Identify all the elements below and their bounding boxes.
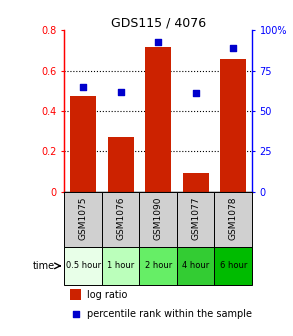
Bar	[70, 96, 96, 192]
Point	[193, 90, 198, 96]
Bar	[177, 247, 214, 285]
Bar	[220, 59, 246, 192]
Text: GSM1090: GSM1090	[154, 196, 163, 240]
Text: GSM1078: GSM1078	[229, 196, 238, 240]
Text: GSM1075: GSM1075	[79, 196, 88, 240]
Bar	[214, 192, 252, 247]
Bar	[139, 247, 177, 285]
Bar	[145, 47, 171, 192]
Text: 1 hour: 1 hour	[107, 261, 134, 270]
Text: GSM1076: GSM1076	[116, 196, 125, 240]
Point	[81, 84, 86, 89]
Text: 2 hour: 2 hour	[144, 261, 172, 270]
Bar	[102, 192, 139, 247]
Text: log ratio: log ratio	[87, 290, 127, 300]
Text: 6 hour: 6 hour	[219, 261, 247, 270]
Bar	[102, 247, 139, 285]
Point	[156, 39, 161, 44]
Text: 0.5 hour: 0.5 hour	[66, 261, 101, 270]
Bar	[70, 289, 81, 300]
Text: 4 hour: 4 hour	[182, 261, 209, 270]
Bar	[64, 247, 102, 285]
Bar	[108, 137, 134, 192]
Bar	[177, 192, 214, 247]
Point	[231, 45, 236, 51]
Text: time: time	[33, 261, 55, 271]
Point	[118, 89, 123, 94]
Bar	[183, 173, 209, 192]
Bar	[64, 192, 102, 247]
Bar	[139, 192, 177, 247]
Bar	[214, 247, 252, 285]
Text: percentile rank within the sample: percentile rank within the sample	[87, 309, 252, 319]
Title: GDS115 / 4076: GDS115 / 4076	[111, 16, 206, 29]
Point	[73, 311, 78, 317]
Text: GSM1077: GSM1077	[191, 196, 200, 240]
